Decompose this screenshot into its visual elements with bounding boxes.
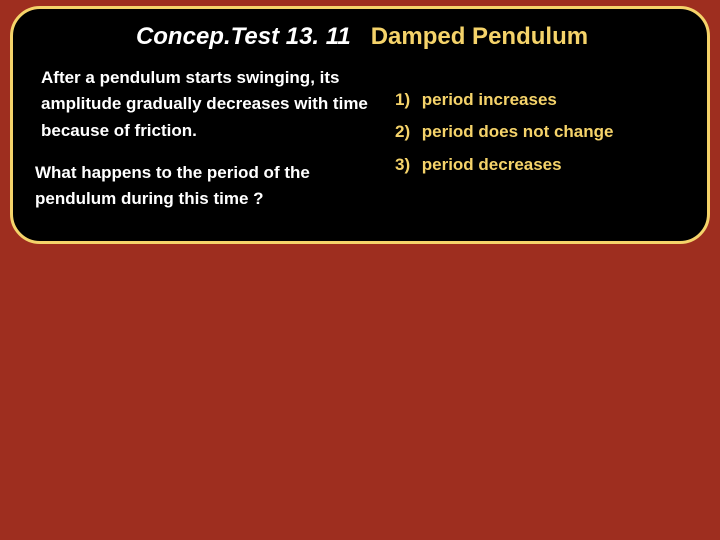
question-column: After a pendulum starts swinging, its am… [41,65,371,213]
option-1-num: 1) [395,87,417,113]
title-row: Concep.Test 13. 11 Damped Pendulum [41,23,683,51]
option-2: 2) period does not change [395,119,683,145]
option-2-num: 2) [395,119,417,145]
title-concept-test: Concep.Test 13. 11 [136,23,351,50]
question-para-1: After a pendulum starts swinging, its am… [41,65,371,144]
title-topic: Damped Pendulum [371,23,588,50]
question-para-2: What happens to the period of the pendul… [35,160,371,213]
option-3: 3) period decreases [395,152,683,178]
options-column: 1) period increases 2) period does not c… [395,65,683,213]
option-3-num: 3) [395,152,417,178]
option-1-text: period increases [422,90,557,109]
option-2-text: period does not change [422,122,614,141]
question-card: Concep.Test 13. 11 Damped Pendulum After… [10,6,710,244]
option-1: 1) period increases [395,87,683,113]
option-3-text: period decreases [422,155,562,174]
content-row: After a pendulum starts swinging, its am… [41,65,683,213]
